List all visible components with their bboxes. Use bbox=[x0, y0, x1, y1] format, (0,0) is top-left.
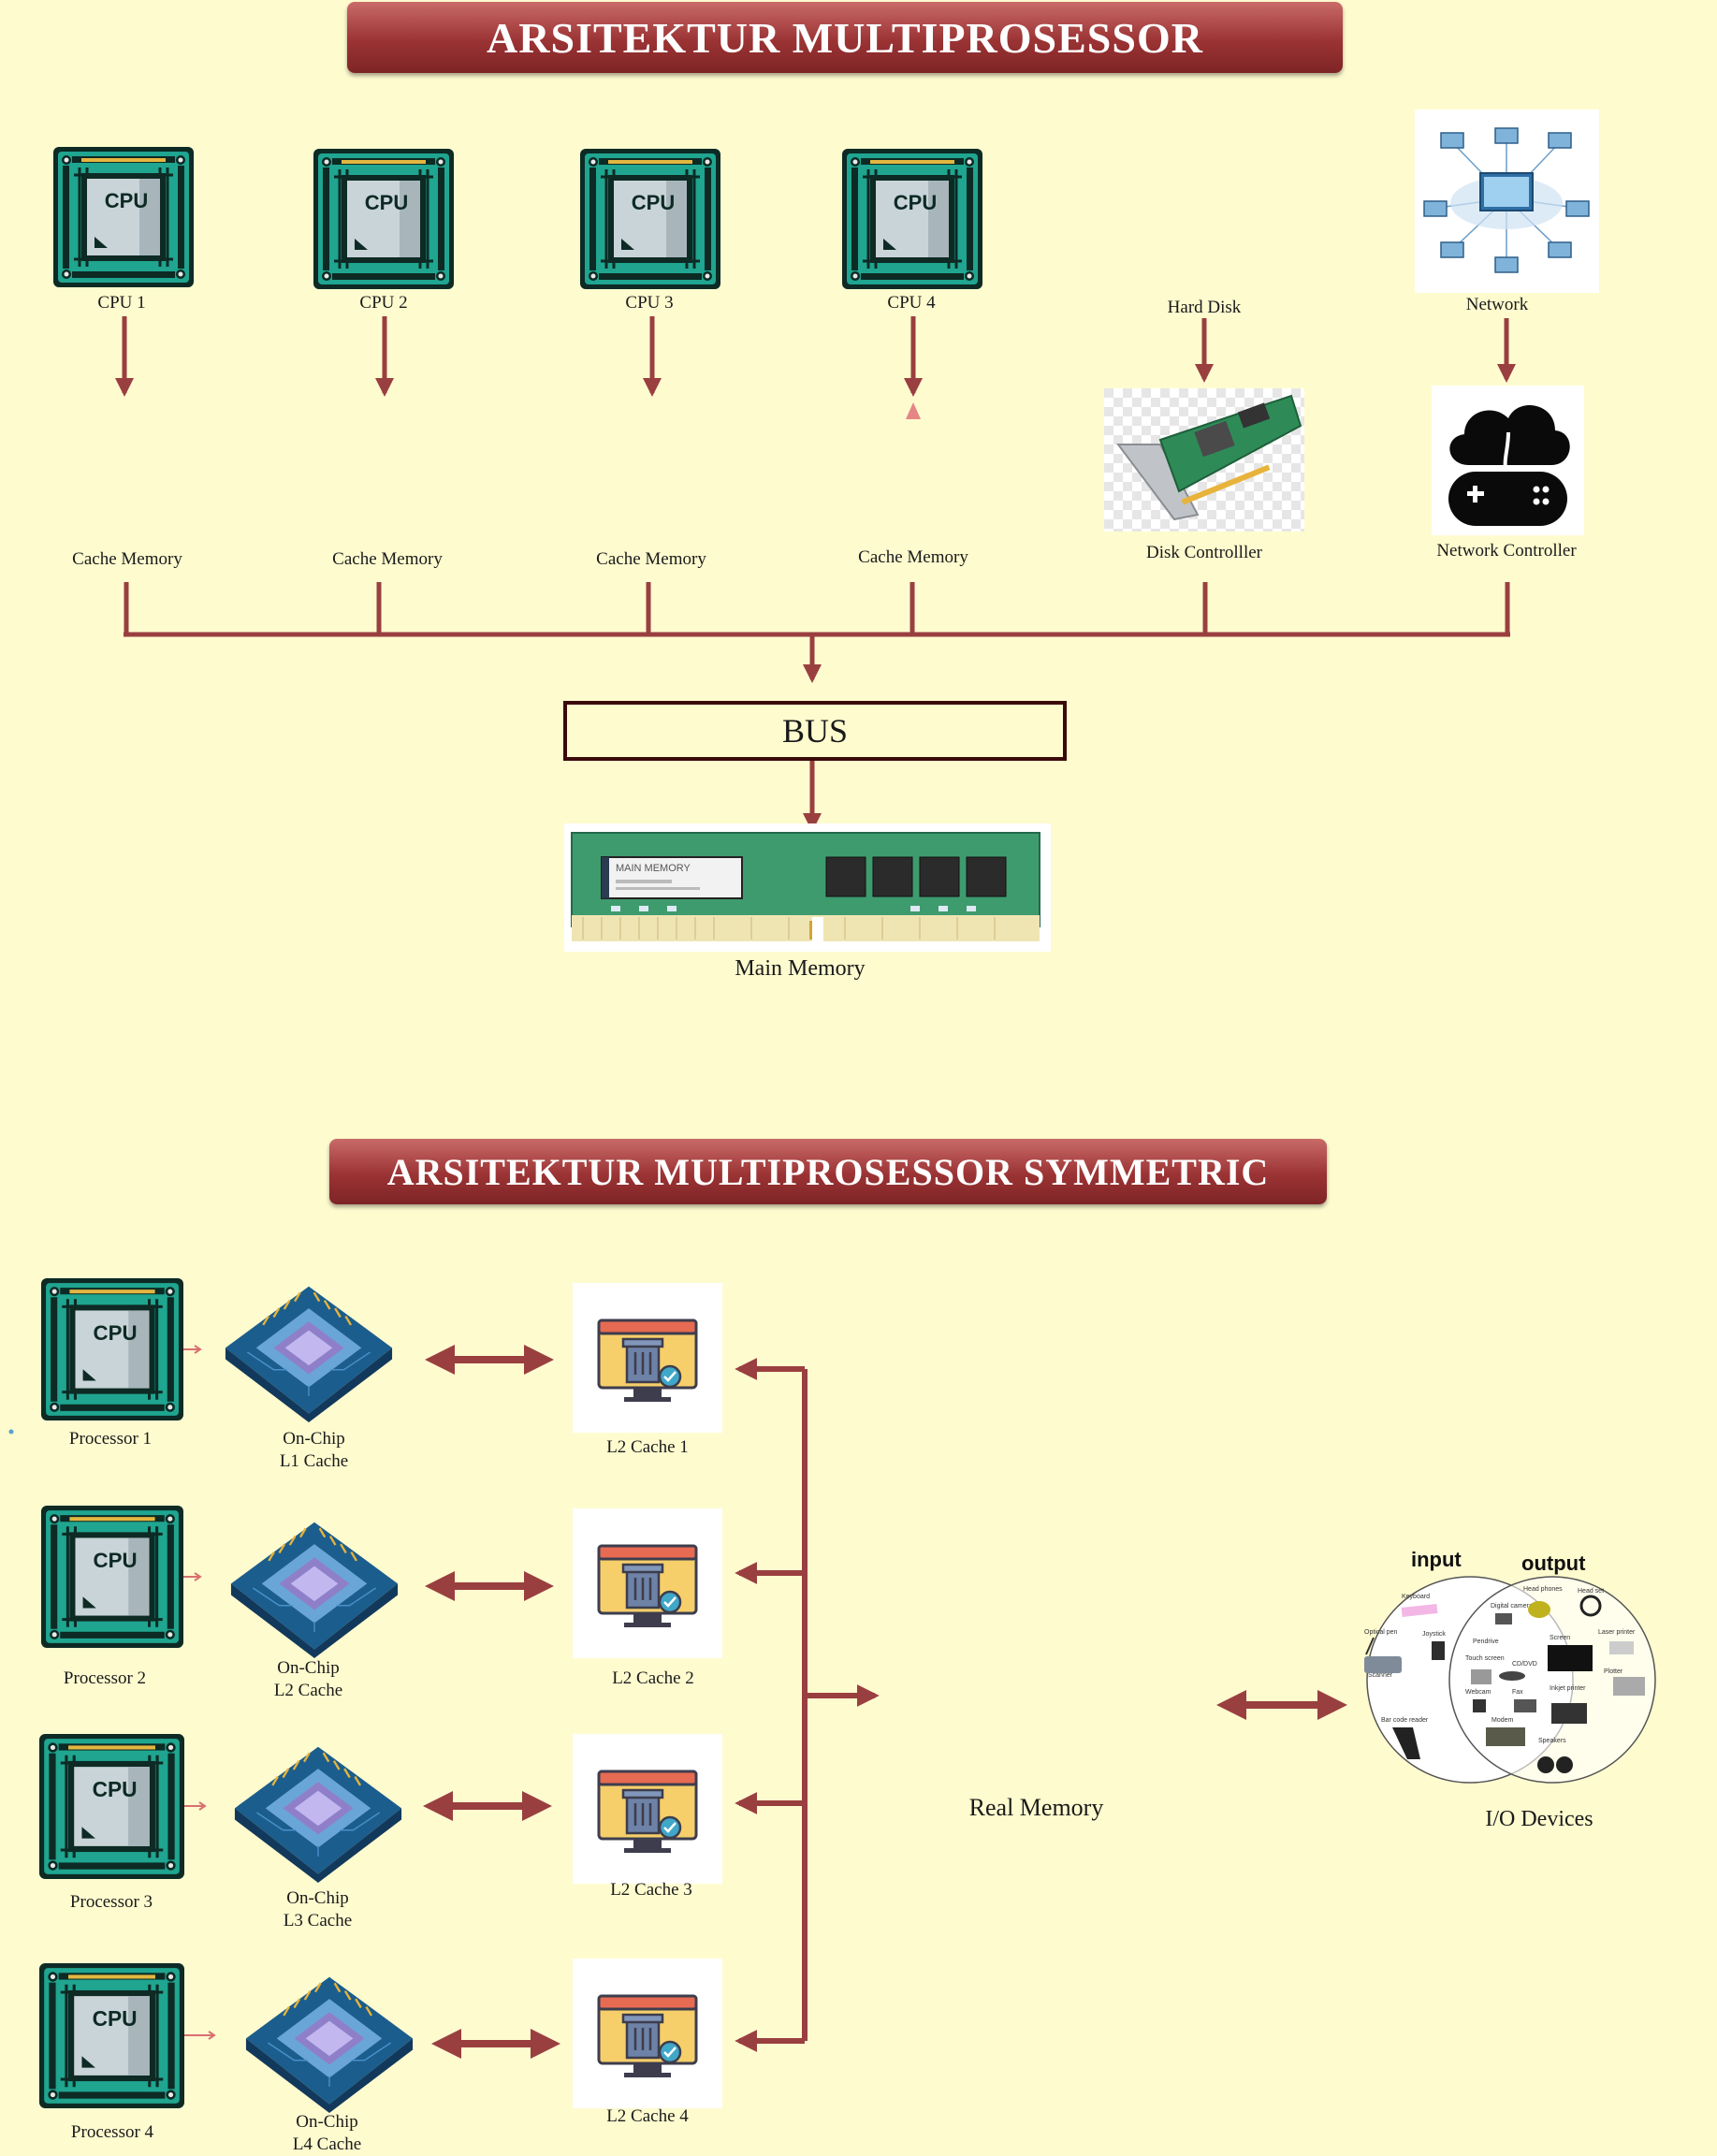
onchip-2-line1: On-Chip bbox=[277, 1658, 340, 1678]
onchip-l1-cache-icon bbox=[215, 1282, 402, 1422]
l2-cache-4-label: L2 Cache 4 bbox=[606, 2106, 689, 2126]
onchip-l3-cache-label: On-Chip L3 Cache bbox=[255, 1887, 381, 1932]
l2-cache-1-icon bbox=[572, 1283, 723, 1433]
io-item-screen: Screen bbox=[1550, 1635, 1570, 1641]
processor-2-icon bbox=[41, 1506, 183, 1648]
network-label: Network bbox=[1465, 295, 1529, 314]
io-item-webcam: Webcam bbox=[1465, 1689, 1491, 1696]
io-item-digital-camera: Digital camera bbox=[1491, 1603, 1533, 1610]
io-item-scanner: Scanner bbox=[1368, 1672, 1393, 1679]
io-item-touch-screen: Touch screen bbox=[1465, 1655, 1505, 1662]
l2-cache-4-icon bbox=[572, 1959, 723, 2108]
section1-connectors bbox=[115, 316, 1516, 832]
io-item-bar-code-reader: Bar code reader bbox=[1381, 1717, 1429, 1724]
section1-title-banner: ARSITEKTUR MULTIPROSESSOR bbox=[347, 2, 1343, 73]
processor-1-icon bbox=[41, 1278, 183, 1420]
cpu-1-label: CPU 1 bbox=[97, 293, 146, 313]
processor-4-icon bbox=[39, 1963, 184, 2108]
io-item-plotter: Plotter bbox=[1604, 1668, 1623, 1675]
hard-disk-label: Hard Disk bbox=[1167, 298, 1242, 317]
network-controller-icon bbox=[1432, 386, 1584, 535]
section2-title: ARSITEKTUR MULTIPROSESSOR SYMMETRIC bbox=[386, 1150, 1270, 1193]
network-controller-label: Network Controller bbox=[1436, 541, 1577, 561]
io-item-modem: Modem bbox=[1491, 1717, 1514, 1724]
onchip-4-line2: L4 Cache bbox=[292, 2134, 362, 2154]
bus-label: BUS bbox=[781, 712, 849, 750]
cache-memory-2-label: Cache Memory bbox=[332, 549, 443, 569]
io-output-title: output bbox=[1521, 1551, 1586, 1575]
io-item-head-set: Head set bbox=[1578, 1588, 1604, 1595]
cpu-3-label: CPU 3 bbox=[625, 293, 674, 313]
io-input-title: input bbox=[1411, 1548, 1462, 1571]
l2-cache-3-icon bbox=[572, 1734, 723, 1884]
onchip-4-line1: On-Chip bbox=[296, 2112, 358, 2132]
io-devices-venn-icon: input output Keyboard Digital camera Hea… bbox=[1364, 1548, 1656, 1784]
onchip-3-line1: On-Chip bbox=[286, 1888, 349, 1908]
onchip-2-line2: L2 Cache bbox=[273, 1681, 343, 1700]
io-item-inkjet-printer: Inkjet printer bbox=[1550, 1685, 1586, 1692]
disk-controller-label: Disk Controlller bbox=[1145, 543, 1263, 562]
cpu-1-icon bbox=[53, 147, 194, 287]
bus-box: BUS bbox=[563, 701, 1067, 761]
io-devices-label: I/O Devices bbox=[1485, 1807, 1593, 1831]
io-item-speakers: Speakers bbox=[1538, 1738, 1566, 1744]
network-icon bbox=[1415, 109, 1599, 293]
io-item-joystick: Joystick bbox=[1422, 1631, 1446, 1638]
processor-1-label: Processor 1 bbox=[68, 1429, 153, 1449]
section2-connectors bbox=[8, 1345, 1347, 2059]
io-item-cd-dvd: CD/DVD bbox=[1512, 1661, 1537, 1668]
processor-4-label: Processor 4 bbox=[70, 2122, 154, 2142]
io-item-keyboard: Keyboard bbox=[1402, 1594, 1430, 1600]
l2-cache-2-label: L2 Cache 2 bbox=[612, 1668, 694, 1688]
cache-memory-3-label: Cache Memory bbox=[596, 549, 706, 569]
l2-cache-3-label: L2 Cache 3 bbox=[610, 1880, 692, 1900]
onchip-l4-cache-label: On-Chip L4 Cache bbox=[264, 2111, 390, 2156]
onchip-1-line1: On-Chip bbox=[283, 1429, 345, 1449]
l2-cache-2-icon bbox=[572, 1508, 723, 1658]
section2-title-banner: ARSITEKTUR MULTIPROSESSOR SYMMETRIC bbox=[329, 1139, 1327, 1204]
onchip-l4-cache-icon bbox=[236, 1973, 423, 2113]
section1-title: ARSITEKTUR MULTIPROSESSOR bbox=[487, 13, 1203, 62]
cache-memory-1-label: Cache Memory bbox=[72, 549, 182, 569]
cpu-2-icon bbox=[313, 149, 454, 289]
processor-2-label: Processor 2 bbox=[63, 1668, 147, 1688]
onchip-l2-cache-icon bbox=[221, 1518, 408, 1658]
io-item-laser-printer: Laser printer bbox=[1598, 1629, 1636, 1636]
processor-3-label: Processor 3 bbox=[69, 1892, 153, 1912]
onchip-1-line2: L1 Cache bbox=[279, 1451, 349, 1471]
main-memory-label: Main Memory bbox=[735, 956, 866, 981]
svg-text:MAIN MEMORY: MAIN MEMORY bbox=[616, 863, 691, 874]
cache-memory-4-label: Cache Memory bbox=[858, 547, 968, 567]
main-memory-module-icon: MAIN MEMORY bbox=[564, 823, 1051, 952]
cpu-4-icon bbox=[842, 149, 982, 289]
cpu-2-label: CPU 2 bbox=[359, 293, 408, 313]
onchip-l3-cache-icon bbox=[225, 1742, 412, 1883]
io-item-optical-pen: Optical pen bbox=[1364, 1629, 1398, 1636]
cpu-4-label: CPU 4 bbox=[887, 293, 936, 313]
real-memory-label: Real Memory bbox=[968, 1794, 1104, 1821]
onchip-3-line2: L3 Cache bbox=[283, 1911, 353, 1930]
io-item-fax: Fax bbox=[1512, 1689, 1523, 1696]
io-item-pendrive: Pendrive bbox=[1473, 1639, 1499, 1645]
cpu-3-icon bbox=[580, 149, 720, 289]
disk-controller-card-icon bbox=[1104, 388, 1304, 532]
processor-3-icon bbox=[39, 1734, 184, 1879]
l2-cache-1-label: L2 Cache 1 bbox=[606, 1437, 689, 1457]
onchip-l2-cache-label: On-Chip L2 Cache bbox=[245, 1657, 371, 1702]
io-item-head-phones: Head phones bbox=[1523, 1586, 1563, 1593]
onchip-l1-cache-label: On-Chip L1 Cache bbox=[251, 1428, 377, 1473]
